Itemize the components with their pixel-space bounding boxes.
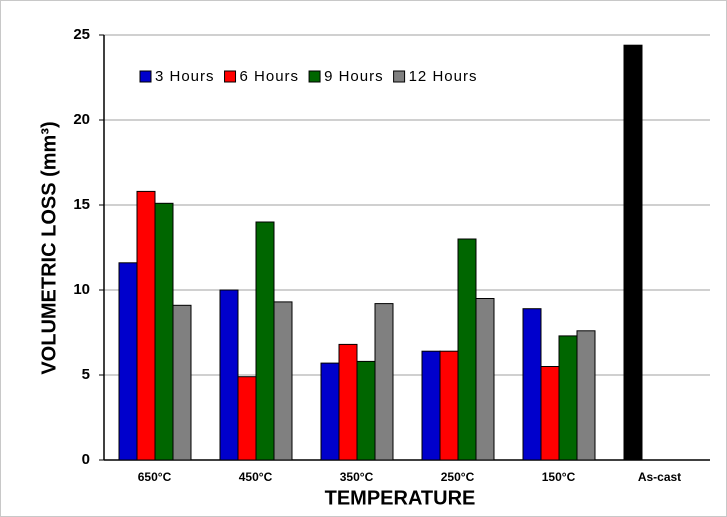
bar <box>219 289 239 461</box>
y-tick-label: 5 <box>82 366 90 383</box>
bar <box>172 304 192 461</box>
y-tick-label: 20 <box>73 111 90 128</box>
bar <box>540 366 560 461</box>
legend-swatch <box>308 70 321 83</box>
bar <box>356 360 376 461</box>
bar <box>118 262 138 461</box>
x-tick-label: 650°C <box>138 470 172 484</box>
bar <box>273 301 293 461</box>
bar <box>338 343 358 461</box>
x-tick-label: 450°C <box>239 470 273 484</box>
x-tick-label: 150°C <box>542 470 576 484</box>
x-tick-label: 350°C <box>340 470 374 484</box>
legend-label: 9 Hours <box>324 68 384 85</box>
x-tick-label: 250°C <box>441 470 475 484</box>
x-axis-title: TEMPERATURE <box>325 487 476 509</box>
y-tick-label: 25 <box>73 26 90 43</box>
y-tick-label: 0 <box>82 451 90 468</box>
bar <box>576 330 596 461</box>
legend-label: 12 Hours <box>409 68 478 85</box>
y-tick-label: 15 <box>73 196 90 213</box>
legend-label: 3 Hours <box>155 68 215 85</box>
legend-label: 6 Hours <box>240 68 300 85</box>
y-tick-label: 10 <box>73 281 90 298</box>
y-axis-title: VOLUMETRIC LOSS (mm³) <box>38 121 60 374</box>
bar <box>623 44 643 461</box>
bar <box>255 221 275 461</box>
bar <box>457 238 477 461</box>
bar <box>136 190 156 461</box>
bar <box>522 308 542 461</box>
bar <box>320 362 340 461</box>
x-tick-label: As-cast <box>638 470 681 484</box>
bar <box>475 298 495 461</box>
bar <box>237 376 257 461</box>
legend-swatch <box>224 70 237 83</box>
legend-swatch <box>393 70 406 83</box>
bar <box>421 350 441 461</box>
bar <box>439 350 459 461</box>
bar <box>374 303 394 461</box>
bar <box>558 335 578 461</box>
legend-swatch <box>139 70 152 83</box>
bar <box>154 202 174 461</box>
